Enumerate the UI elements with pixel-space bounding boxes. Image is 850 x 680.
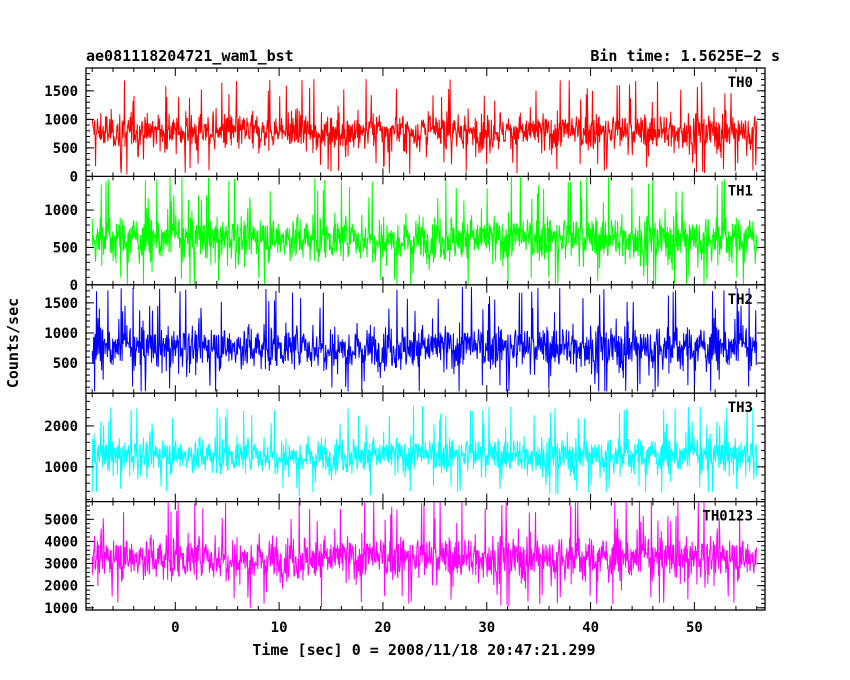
x-tick-label: 40 [582,620,599,636]
y-tick-label: 0 [70,169,78,185]
y-tick-label: 4000 [44,534,78,550]
y-tick-label: 1500 [44,84,78,100]
panel-label: TH0 [728,75,753,91]
x-axis: 0 10 20 30 40 50 [91,68,758,636]
y-tick-label: 1000 [44,203,78,219]
panel-th3: 1000 2000 TH3 [44,392,765,501]
panel-th0123: 1000 2000 3000 4000 5000 TH0123 [44,500,765,617]
x-tick-label: 30 [478,620,495,636]
panel-label: TH3 [728,400,753,416]
y-tick-label: 1000 [44,326,78,342]
series-th1 [91,176,758,285]
y-tick-label: 1000 [44,112,78,128]
y-tick-label: 0 [70,278,78,294]
x-tick-label: 10 [271,620,288,636]
y-tick-label: 2000 [44,419,78,435]
series-th2 [91,286,758,392]
plot-frame [85,67,766,611]
y-tick-label: 1500 [44,296,78,312]
series-th0 [91,79,758,175]
series-th0123 [91,501,758,608]
panel-th2: 500 1000 1500 TH2 [44,284,765,394]
x-axis-label: Time [sec] 0 = 2008/11/18 20:47:21.299 [252,641,595,659]
y-tick-label: 1000 [44,601,78,617]
y-tick-label: 2000 [44,579,78,595]
chart-title: ae081118204721_wam1_bst [86,47,294,65]
x-tick-label: 20 [375,620,392,636]
panel-th0: 0 500 1000 1500 TH0 [44,67,765,185]
panel-label: TH2 [728,292,753,308]
x-tick-label: 50 [686,620,703,636]
panels: 0 500 1000 1500 TH0 0 500 1000 TH1 500 1000 1500 TH2… [44,67,766,617]
series-th3 [91,406,758,496]
panel-label: TH1 [728,183,753,199]
bin-time-label: Bin time: 1.5625E−2 s [590,47,780,65]
y-axis-label: Counts/sec [4,298,22,388]
panel-th1: 0 500 1000 TH1 [44,175,765,294]
y-tick-label: 5000 [44,512,78,528]
panel-label: TH0123 [702,509,753,525]
x-tick-label: 0 [171,620,179,636]
y-tick-label: 500 [53,240,78,256]
y-tick-label: 500 [53,356,78,372]
y-tick-label: 500 [53,141,78,157]
y-tick-label: 3000 [44,557,78,573]
y-tick-label: 1000 [44,460,78,476]
